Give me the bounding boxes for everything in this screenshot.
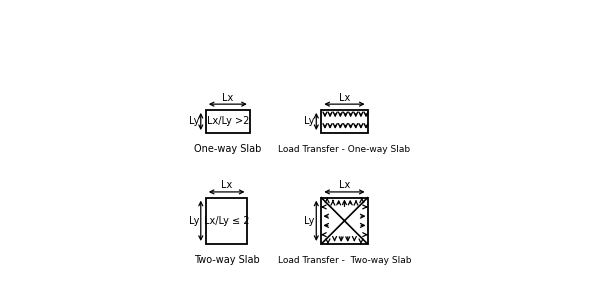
- Text: Ly: Ly: [304, 116, 314, 127]
- Text: Ly: Ly: [304, 216, 314, 226]
- Text: Lx: Lx: [339, 180, 350, 190]
- Bar: [206, 110, 250, 133]
- Text: Load Transfer - One-way Slab: Load Transfer - One-way Slab: [278, 145, 410, 154]
- Text: One-way Slab: One-way Slab: [194, 144, 262, 154]
- Bar: [206, 198, 247, 244]
- Bar: [322, 110, 368, 133]
- Text: Load Transfer -  Two-way Slab: Load Transfer - Two-way Slab: [278, 256, 411, 265]
- Text: Ly: Ly: [188, 216, 199, 226]
- Text: Lx: Lx: [222, 92, 233, 103]
- Text: Lx/Ly >2: Lx/Ly >2: [206, 116, 249, 127]
- Text: Lx/Ly ≤ 2: Lx/Ly ≤ 2: [204, 216, 250, 226]
- Text: Lx: Lx: [339, 92, 350, 103]
- Text: Lx: Lx: [221, 180, 232, 190]
- Text: Two-way Slab: Two-way Slab: [194, 255, 260, 265]
- Text: Ly: Ly: [188, 116, 199, 127]
- Bar: [322, 198, 368, 244]
